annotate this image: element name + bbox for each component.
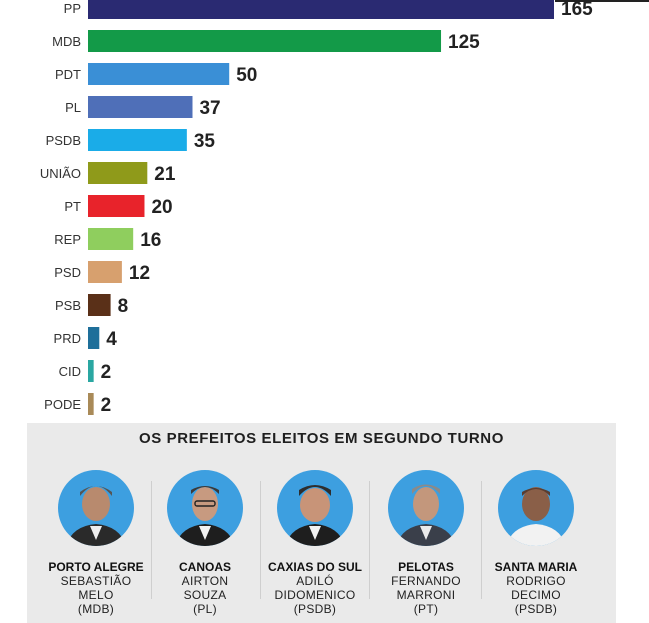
value-label: 20 [151,197,172,218]
column-divider [260,481,261,599]
bar-pdt [88,63,230,85]
value-label: 12 [129,263,150,284]
mayor-photo [388,470,464,546]
bar-pl [88,96,193,118]
mayor-party: (PL) [193,602,217,616]
mayor-card-porto-alegre: PORTO ALEGRE SEBASTIÃO MELO (MDB) [46,470,146,616]
category-label: PSDB [46,133,81,148]
value-label: 35 [194,131,216,152]
mayor-photo [277,470,353,546]
mayor-city: CANOAS [178,560,231,574]
value-label: 2 [101,362,112,383]
mayor-first-name: ADILÓ [296,574,334,588]
mayor-city: PELOTAS [398,560,454,574]
category-label: PT [64,199,81,214]
party-bar-chart: PP 165 MDB 125 PDT 50 PL 37 PSDB 35 UNIÃO 21 PT 20 REP… [40,0,593,416]
category-label: PSD [54,265,81,280]
mayor-first-name: RODRIGO [506,574,566,588]
mayor-city: CAXIAS DO SUL [267,560,362,574]
bar-pode [88,393,94,415]
mayor-party: (PSDB) [514,602,558,616]
bar-psb [88,294,111,316]
mayor-first-name: AIRTON [181,574,229,588]
category-label: MDB [52,34,81,49]
mayor-card-santa-maria: SANTA MARIA RODRIGO DECIMO (PSDB) [486,470,586,616]
value-label: 21 [154,164,176,185]
mayor-first-name: FERNANDO [391,574,461,588]
value-label: 37 [199,98,220,119]
column-divider [151,481,152,599]
mayor-last-name: MARRONI [396,588,456,602]
mayor-photo [498,470,574,546]
mayor-city: PORTO ALEGRE [48,560,144,574]
mayor-card-pelotas: PELOTAS FERNANDO MARRONI (PT) [376,470,476,616]
bar-mdb [88,30,442,52]
bar-cid [88,360,94,382]
mayor-city: SANTA MARIA [494,560,578,574]
mayor-last-name: DECIMO [511,588,561,602]
mayor-card-caxias-do-sul: CAXIAS DO SUL ADILÓ DIDOMENICO (PSDB) [265,470,365,616]
category-label: PODE [44,397,81,412]
top-rule [555,0,649,2]
mayor-card-canoas: CANOAS AIRTON SOUZA (PL) [155,470,255,616]
mayor-first-name: SEBASTIÃO [60,574,132,588]
column-divider [481,481,482,599]
bar-pp [88,0,554,19]
category-label: CID [59,364,81,379]
mayor-party: (PT) [413,602,439,616]
value-label: 4 [106,329,117,350]
category-label: PRD [54,331,81,346]
bar-prd [88,327,100,349]
mayor-last-name: DIDOMENICO [274,588,356,602]
category-label: PL [65,100,81,115]
runoff-mayors-panel: OS PREFEITOS ELEITOS EM SEGUNDO TURNO PO… [27,423,616,623]
value-label: 2 [101,395,112,416]
bar-união [88,162,148,184]
panel-title: OS PREFEITOS ELEITOS EM SEGUNDO TURNO [138,430,505,447]
bar-psdb [88,129,187,151]
category-label: PSB [55,298,81,313]
category-label: REP [54,232,81,247]
mayor-photo [58,470,134,546]
value-label: 125 [448,32,480,53]
mayor-photo [167,470,243,546]
column-divider [369,481,370,599]
mayor-last-name: SOUZA [183,588,227,602]
bar-psd [88,261,122,283]
value-label: 8 [118,296,129,317]
value-label: 50 [236,65,257,86]
bar-pt [88,195,145,217]
category-label: UNIÃO [40,166,81,181]
value-label: 16 [140,230,161,251]
mayor-last-name: MELO [78,588,114,602]
value-label: 165 [561,0,593,20]
category-label: PP [64,1,81,16]
mayor-party: (PSDB) [293,602,337,616]
category-label: PDT [55,67,81,82]
bar-rep [88,228,134,250]
mayor-party: (MDB) [77,602,115,616]
